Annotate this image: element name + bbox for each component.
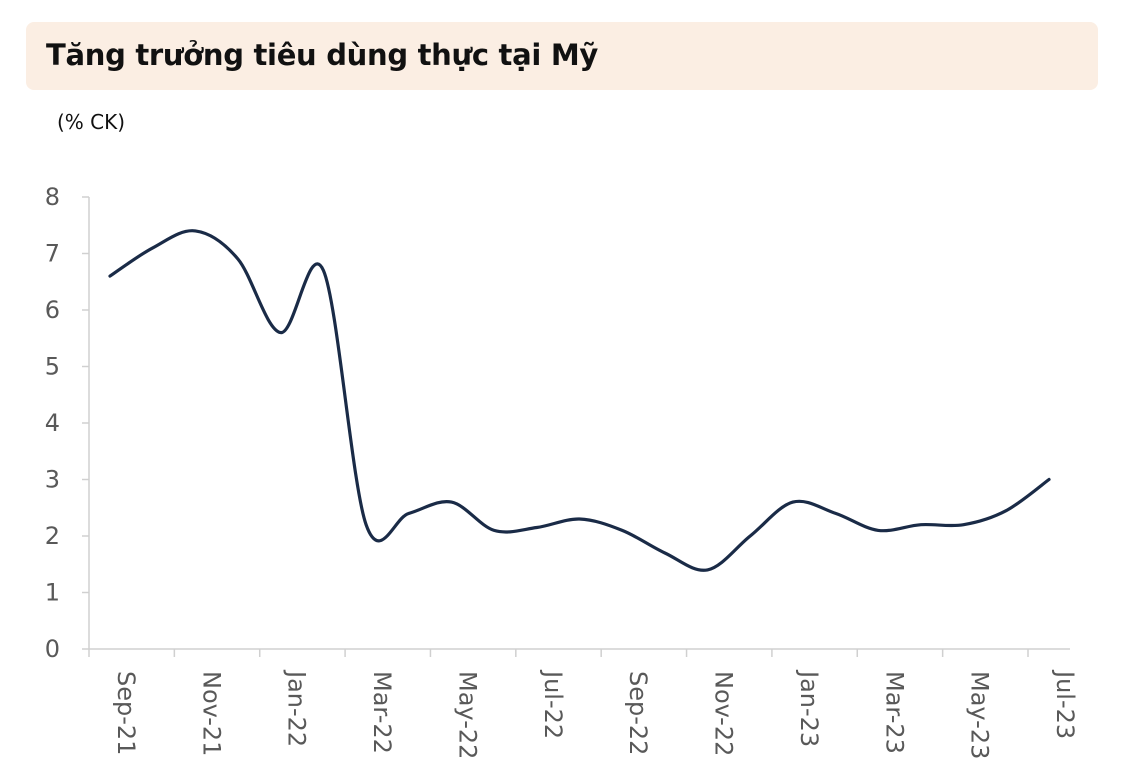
x-tick-label: Jan-22 [283,669,311,747]
chart-title: Tăng trưởng tiêu dùng thực tại Mỹ [46,38,598,72]
x-tick-label: Jul-22 [539,669,567,739]
y-tick-label: 1 [45,579,60,607]
x-tick-label: Nov-22 [710,671,738,756]
series-group [108,229,1051,572]
y-tick-label: 7 [45,240,60,268]
x-axis: Sep-21 Nov-21 Jan-22 Mar-22 May-22 Jul-22 Sep-… [88,648,1079,759]
series-line [108,229,1051,572]
x-tick-label: Mar-22 [368,671,396,754]
y-tick-label: 0 [45,635,60,663]
y-tick-label: 4 [45,409,60,437]
y-axis: 0 1 2 3 4 5 6 7 8 [45,183,90,663]
x-tick-label: Jul-23 [1051,669,1079,739]
x-tick-label: Sep-22 [624,671,652,755]
x-tick-label: Mar-23 [880,671,908,754]
x-tick-label: May-23 [966,671,994,759]
y-tick-label: 5 [45,353,60,381]
y-tick-label: 6 [45,296,60,324]
y-tick-label: 3 [45,466,60,494]
y-axis-unit-label: (% CK) [57,110,126,134]
y-tick-label: 8 [45,183,60,211]
x-tick-label: Jan-23 [795,669,823,747]
x-tick-label: Sep-21 [112,671,140,755]
y-tick-label: 2 [45,522,60,550]
x-tick-label: Nov-21 [197,671,225,756]
title-bar: Tăng trưởng tiêu dùng thực tại Mỹ [26,22,1098,90]
x-tick-label: May-22 [453,671,481,759]
